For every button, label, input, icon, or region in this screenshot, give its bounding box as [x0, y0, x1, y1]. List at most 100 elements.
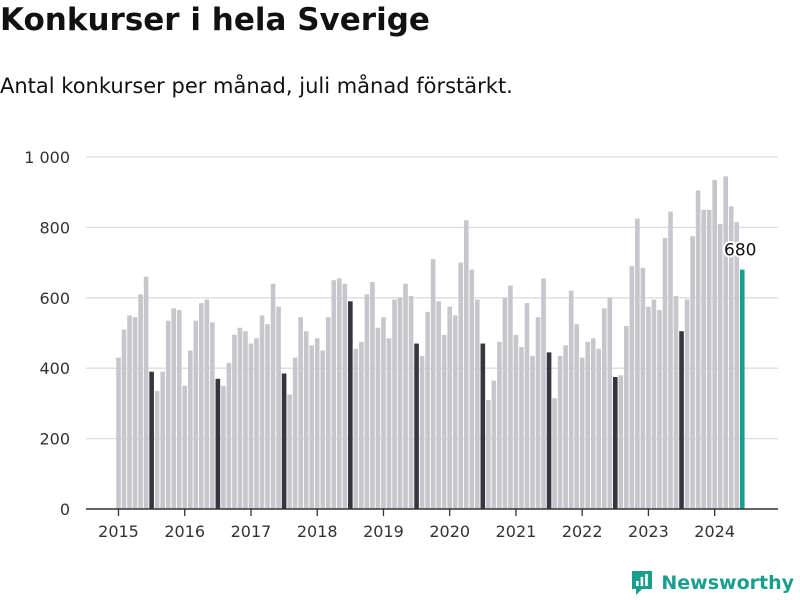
bar — [739, 269, 745, 509]
bar — [419, 355, 425, 509]
bar — [579, 357, 585, 509]
bar — [662, 237, 668, 509]
bar — [469, 269, 475, 509]
bar — [414, 343, 419, 509]
bar — [701, 209, 706, 510]
bar — [530, 355, 535, 509]
bar — [403, 283, 408, 509]
chart-title: Konkurser i hela Sverige — [0, 2, 430, 38]
newsworthy-logo[interactable]: Newsworthy — [630, 569, 794, 596]
bar — [430, 259, 436, 509]
bar — [226, 362, 232, 509]
bar — [132, 317, 138, 509]
bar — [353, 348, 359, 509]
bar — [337, 278, 342, 509]
bar — [176, 310, 182, 509]
x-tick-label: 2022 — [562, 522, 603, 541]
bar — [574, 324, 579, 509]
bar — [629, 266, 635, 509]
bar — [292, 357, 298, 509]
bar — [248, 343, 254, 509]
bar — [204, 299, 210, 509]
bar — [624, 325, 629, 509]
x-tick-label: 2015 — [98, 522, 139, 541]
bar — [673, 296, 679, 509]
x-tick-label: 2019 — [363, 522, 404, 541]
bar — [563, 345, 568, 509]
brand-name: Newsworthy — [661, 571, 794, 594]
bar — [397, 297, 403, 509]
x-tick-label: 2017 — [231, 522, 272, 541]
bar — [182, 385, 188, 509]
bar — [160, 371, 165, 509]
bar — [287, 394, 292, 509]
bar — [116, 357, 121, 509]
bar — [491, 380, 497, 509]
bar — [243, 331, 248, 509]
bar — [149, 371, 154, 509]
bar — [607, 297, 613, 509]
bar — [232, 334, 237, 509]
y-tick-label: 200 — [39, 430, 70, 449]
bar — [254, 338, 259, 509]
bar — [502, 297, 508, 509]
bar — [535, 317, 541, 509]
bar — [635, 218, 640, 509]
y-tick-label: 600 — [39, 289, 70, 308]
bar — [640, 267, 646, 509]
bar-chart: 0 200 400 600 800 1 000 2015 2016 2017 2018 2019 20… — [24, 148, 778, 541]
bar — [270, 283, 276, 509]
bar — [425, 311, 430, 509]
bar — [458, 262, 464, 509]
bar — [657, 310, 662, 509]
bar — [342, 283, 348, 509]
bar — [475, 299, 480, 509]
bar — [524, 303, 530, 509]
bar — [265, 324, 270, 509]
bar — [359, 341, 364, 509]
data-label: 680 — [724, 241, 756, 261]
bar — [325, 317, 331, 509]
bar — [375, 327, 381, 509]
bar — [508, 285, 513, 509]
bar — [668, 211, 673, 509]
bar — [215, 378, 221, 509]
bar — [734, 222, 740, 509]
bar — [546, 352, 552, 509]
bar — [712, 179, 717, 509]
bar — [486, 399, 491, 509]
bar — [728, 206, 734, 509]
bar — [436, 301, 441, 509]
bar — [480, 343, 486, 509]
x-tick-label: 2021 — [496, 522, 537, 541]
bar — [723, 176, 728, 510]
bar — [364, 294, 370, 509]
bar — [171, 308, 176, 509]
bar — [298, 317, 303, 509]
bar — [497, 341, 502, 509]
bar — [618, 375, 624, 509]
bar — [717, 223, 723, 509]
bar — [386, 338, 392, 509]
bar — [314, 338, 320, 509]
bar — [303, 331, 309, 509]
bar — [281, 373, 287, 509]
bar — [210, 322, 215, 509]
bar — [165, 320, 171, 509]
bar — [381, 317, 386, 509]
bar — [452, 315, 458, 509]
bar — [684, 299, 690, 509]
bar — [541, 278, 546, 509]
x-tick-label: 2024 — [694, 522, 735, 541]
bar — [221, 385, 226, 509]
bar — [331, 280, 337, 509]
bar — [552, 398, 557, 509]
x-tick-label: 2023 — [628, 522, 669, 541]
bar — [259, 315, 265, 509]
bar — [463, 220, 469, 510]
bar — [596, 348, 602, 509]
bar — [590, 338, 596, 509]
y-tick-label: 400 — [39, 359, 70, 378]
bar — [320, 350, 326, 509]
bar — [447, 306, 452, 509]
